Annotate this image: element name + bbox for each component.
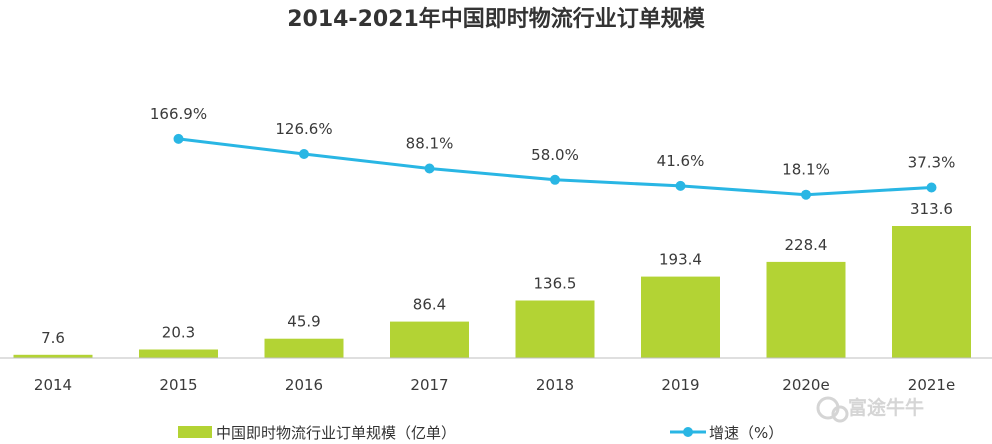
- x-tick-2016: 2016: [285, 376, 323, 394]
- growth-label-2017: 88.1%: [406, 135, 454, 153]
- bar-value-label-2014: 7.6: [41, 329, 65, 347]
- x-tick-2018: 2018: [536, 376, 574, 394]
- bar-2015: [139, 349, 218, 358]
- growth-point-2016: [299, 149, 309, 159]
- growth-line-group: 166.9% 126.6% 88.1% 58.0% 41.6% 18.1% 37.3%: [150, 105, 955, 200]
- bar-2014: [13, 354, 93, 358]
- growth-point-2019: [675, 180, 686, 191]
- legend-label-bar: 中国即时物流行业订单规模（亿单）: [216, 424, 456, 442]
- growth-point-2017: [424, 163, 435, 174]
- growth-label-2016: 126.6%: [275, 120, 332, 138]
- x-tick-2019: 2019: [661, 376, 699, 394]
- growth-label-2015: 166.9%: [150, 105, 207, 123]
- growth-point-2018: [550, 174, 560, 185]
- legend-swatch-bar: [178, 426, 212, 438]
- x-ticks: 2014 2015 2016 2017 2018 2019 2020e 2021e: [34, 376, 955, 394]
- legend-swatch-dot: [683, 427, 693, 437]
- x-tick-2021e: 2021e: [908, 376, 955, 394]
- legend: 中国即时物流行业订单规模（亿单） 增速（%）: [178, 424, 783, 442]
- chart-title: 2014-2021年中国即时物流行业订单规模: [287, 6, 706, 32]
- bar-2020e: [766, 261, 846, 358]
- growth-label-2020e: 18.1%: [782, 161, 830, 179]
- bar-2019: [641, 276, 720, 358]
- x-tick-2015: 2015: [159, 376, 197, 394]
- growth-label-2019: 41.6%: [657, 152, 705, 170]
- growth-point-2015: [173, 133, 184, 144]
- bar-value-label-2017: 86.4: [413, 296, 446, 314]
- bar-value-label-2018: 136.5: [534, 275, 577, 293]
- bar-2016: [264, 338, 344, 358]
- watermark: 富途牛牛: [816, 396, 924, 423]
- bars-group: 7.6 20.3 45.9 86.4 136.5 193.4 228.4 313.6: [13, 200, 971, 358]
- bar-2018: [515, 300, 595, 358]
- bar-value-label-2020e: 228.4: [785, 236, 828, 254]
- bar-2017: [390, 321, 469, 358]
- growth-point-2020e: [801, 189, 811, 200]
- growth-point-2021e: [926, 182, 937, 193]
- x-tick-2017: 2017: [410, 376, 448, 394]
- bar-value-label-2016: 45.9: [287, 313, 320, 331]
- bar-value-label-2021e: 313.6: [910, 200, 953, 218]
- x-tick-2020e: 2020e: [782, 376, 829, 394]
- watermark-text: 富途牛牛: [848, 396, 924, 419]
- legend-label-line: 增速（%）: [709, 424, 783, 442]
- bar-2021e: [892, 226, 971, 358]
- growth-label-2021e: 37.3%: [908, 154, 956, 172]
- bar-value-label-2015: 20.3: [162, 324, 195, 342]
- bar-value-label-2019: 193.4: [659, 251, 702, 269]
- growth-label-2018: 58.0%: [531, 146, 579, 164]
- x-tick-2014: 2014: [34, 376, 72, 394]
- futu-logo-icon: [816, 396, 849, 423]
